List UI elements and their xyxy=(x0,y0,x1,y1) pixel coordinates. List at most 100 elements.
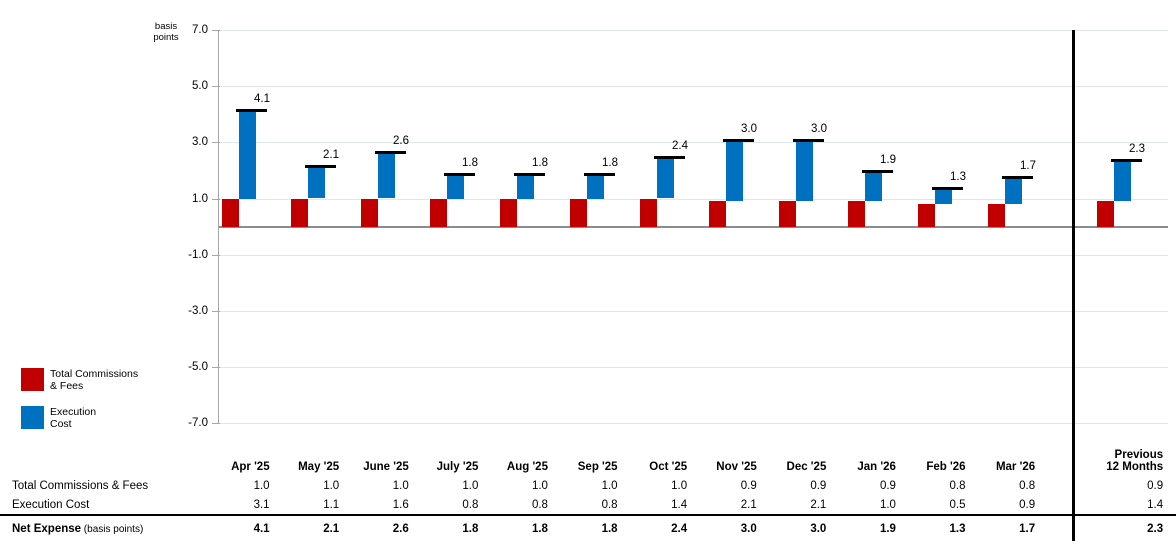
net-expense-value-label: 3.0 xyxy=(811,123,827,136)
bar-total-commissions-fees xyxy=(848,201,865,227)
net-expense-value-label: 1.8 xyxy=(602,157,618,170)
y-tick-mark xyxy=(212,86,220,88)
net-expense-cap-marker xyxy=(236,108,267,112)
y-tick-label: 5.0 xyxy=(192,80,208,93)
cell-execution: 2.1 xyxy=(810,498,827,511)
column-header-previous-12-months: Previous 12 Months xyxy=(1106,449,1164,473)
cell-execution: 1.6 xyxy=(392,498,409,511)
column-header-month: Mar '26 xyxy=(995,461,1036,473)
net-expense-cap-marker xyxy=(654,156,685,160)
net-expense-cap-marker xyxy=(305,164,336,168)
cell-net-expense: 1.8 xyxy=(410,514,481,541)
cell-net-expense: 1.3 xyxy=(897,514,968,541)
column-header-month: Sep '25 xyxy=(577,461,618,473)
bar-total-commissions-fees xyxy=(640,198,657,227)
y-tick-label: 3.0 xyxy=(192,136,208,149)
net-expense-cap-marker xyxy=(1002,175,1033,179)
cell-commissions: 1.0 xyxy=(462,480,479,492)
y-tick-label: -5.0 xyxy=(188,361,208,373)
bar-total-commissions-fees xyxy=(222,198,239,227)
column-header-month: June '25 xyxy=(363,461,409,473)
bar-total-commissions-fees xyxy=(361,198,378,227)
net-expense-value-label: 3.0 xyxy=(741,123,757,136)
y-gridline xyxy=(218,367,1168,368)
bar-execution-cost xyxy=(517,176,534,199)
table-corner-cell xyxy=(0,437,202,477)
cell-commissions: 0.8 xyxy=(949,480,966,492)
row-label-execution-cost: Execution Cost xyxy=(12,498,90,511)
net-expense-value-label: 2.1 xyxy=(323,148,339,161)
column-header-month: Oct '25 xyxy=(649,461,688,473)
bar-total-commissions-fees xyxy=(291,198,308,227)
column-header-month: Nov '25 xyxy=(716,461,757,473)
cell-net-expense: 1.7 xyxy=(967,514,1038,541)
y-tick-label: -3.0 xyxy=(188,304,208,317)
y-tick-mark xyxy=(212,310,220,312)
net-expense-cap-marker xyxy=(584,173,615,177)
net-expense-cap-marker xyxy=(514,173,545,177)
execution-cost-label: Execution Cost xyxy=(50,406,97,430)
bar-total-commissions-fees xyxy=(988,204,1005,227)
net-expense-cap-marker xyxy=(862,170,893,174)
net-expense-value-label: 2.3 xyxy=(1129,143,1145,155)
cell-net-expense: 1.8 xyxy=(549,514,620,541)
table-row-r1: Total Commissions & Fees 1.0 1.0 1.0 1.0 1.0 1… xyxy=(0,477,1176,495)
cell-execution: 0.8 xyxy=(601,498,618,511)
y-tick-mark xyxy=(212,367,220,368)
cell-execution: 2.1 xyxy=(740,498,757,511)
bar-total-commissions-fees xyxy=(430,198,447,227)
y-gridline xyxy=(218,198,1168,200)
bar-total-commissions-fees xyxy=(570,198,587,227)
cell-net-expense: 1.8 xyxy=(480,514,550,541)
cell-execution: 3.1 xyxy=(253,498,270,511)
cell-commissions: 1.0 xyxy=(392,480,409,492)
column-header-month: Dec '25 xyxy=(786,461,827,473)
net-expense-value-label: 1.7 xyxy=(1020,159,1036,172)
bar-execution-cost xyxy=(308,167,325,199)
total-commissions-fees-label: Total Commissions & Fees xyxy=(50,368,139,392)
y-gridline xyxy=(218,310,1168,312)
cell-net-expense: 1.9 xyxy=(828,514,898,541)
cell-commissions: 1.0 xyxy=(323,480,340,492)
cell-execution: 0.5 xyxy=(949,498,966,511)
table-row-hdr: Apr '25 May '25 June '25 July '25 Aug '25 Sep… xyxy=(0,437,1176,477)
cell-execution: 0.9 xyxy=(1019,498,1036,511)
bar-execution-cost xyxy=(1005,178,1022,205)
y-axis-title-line1: basis xyxy=(154,21,178,32)
cell-execution: 1.4 xyxy=(1147,498,1164,511)
cell-net-expense: 2.1 xyxy=(271,514,342,541)
column-header-month: Apr '25 xyxy=(231,461,270,473)
cell-commissions: 0.9 xyxy=(879,480,896,492)
data-table: Apr '25 May '25 June '25 July '25 Aug '25 Sep… xyxy=(0,437,1176,541)
bar-execution-cost xyxy=(587,176,604,199)
y-tick-mark xyxy=(212,142,220,144)
x-axis-zero-line xyxy=(218,225,1168,228)
y-tick-label: -1.0 xyxy=(188,248,208,261)
data-table-container: Apr '25 May '25 June '25 July '25 Aug '25 Sep… xyxy=(0,437,1176,541)
net-expense-value-label: 4.1 xyxy=(254,92,270,105)
bar-total-commissions-fees xyxy=(1097,201,1114,227)
bar-execution-cost xyxy=(239,111,256,199)
cell-commissions: 1.0 xyxy=(671,480,688,492)
y-axis-line xyxy=(218,30,219,424)
y-tick-mark xyxy=(212,30,220,31)
cell-net-expense: 2.4 xyxy=(619,514,690,541)
y-tick-label: 1.0 xyxy=(192,192,208,205)
y-tick-mark xyxy=(212,254,220,256)
bar-total-commissions-fees xyxy=(918,204,935,227)
bar-total-commissions-fees xyxy=(500,198,517,227)
column-header-month: May '25 xyxy=(298,461,340,473)
bar-execution-cost xyxy=(657,159,674,199)
row-label-total-commissions-fees: Total Commissions & Fees xyxy=(12,480,149,492)
column-header-month: Feb '26 xyxy=(926,461,966,473)
net-expense-cap-marker xyxy=(444,173,475,177)
bar-execution-cost xyxy=(865,173,882,202)
bar-total-commissions-fees xyxy=(709,201,726,227)
bar-execution-cost xyxy=(447,176,464,199)
cell-net-expense: 2.6 xyxy=(341,514,411,541)
net-expense-value-label: 2.4 xyxy=(672,140,688,153)
execution-cost-swatch xyxy=(21,406,44,429)
y-tick-label: -7.0 xyxy=(188,417,208,430)
